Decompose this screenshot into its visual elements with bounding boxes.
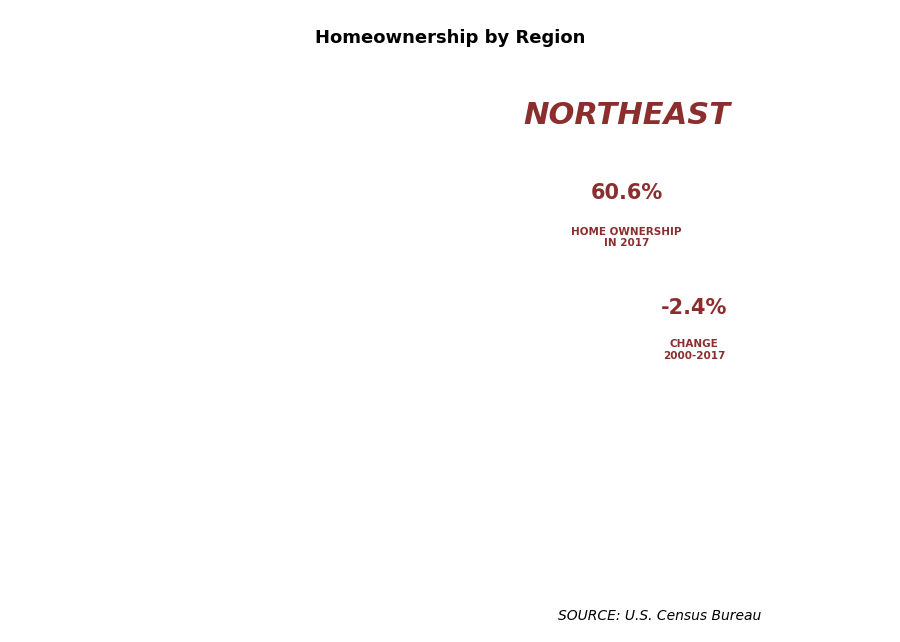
Text: 65.8%: 65.8%	[500, 401, 573, 421]
Text: -4.6%: -4.6%	[405, 381, 476, 402]
Text: HOME OWNERSHIP IN 2017: HOME OWNERSHIP IN 2017	[457, 438, 616, 448]
Text: NORTHEAST: NORTHEAST	[523, 101, 730, 130]
Text: Homeownership by Region: Homeownership by Region	[315, 29, 585, 47]
Text: SOURCE: U.S. Census Bureau: SOURCE: U.S. Census Bureau	[558, 609, 761, 623]
Text: 68.7%: 68.7%	[401, 298, 479, 318]
Text: HOME OWNERSHIP IN 2017: HOME OWNERSHIP IN 2017	[361, 335, 520, 345]
Text: CHANGE 2000-2017: CHANGE 2000-2017	[480, 508, 594, 519]
Text: -1.8%: -1.8%	[203, 399, 279, 423]
Text: HOME OWNERSHIP
IN 2017: HOME OWNERSHIP IN 2017	[572, 227, 682, 248]
Text: 60%: 60%	[213, 309, 270, 333]
Text: CHANGE 2000-2017: CHANGE 2000-2017	[383, 419, 498, 429]
Text: MIDWEST: MIDWEST	[350, 227, 530, 261]
Text: CHANGE
2000-2017: CHANGE 2000-2017	[662, 339, 725, 361]
Text: HOME OWNERSHIP IN
2017: HOME OWNERSHIP IN 2017	[178, 349, 305, 370]
Text: 60.6%: 60.6%	[590, 182, 662, 203]
Text: -3.6%: -3.6%	[503, 474, 570, 495]
Text: -2.4%: -2.4%	[661, 298, 727, 318]
Text: CHANGE
2000-2017: CHANGE 2000-2017	[211, 438, 273, 460]
Text: WEST: WEST	[188, 240, 294, 273]
Text: SOUTH: SOUTH	[343, 487, 473, 521]
